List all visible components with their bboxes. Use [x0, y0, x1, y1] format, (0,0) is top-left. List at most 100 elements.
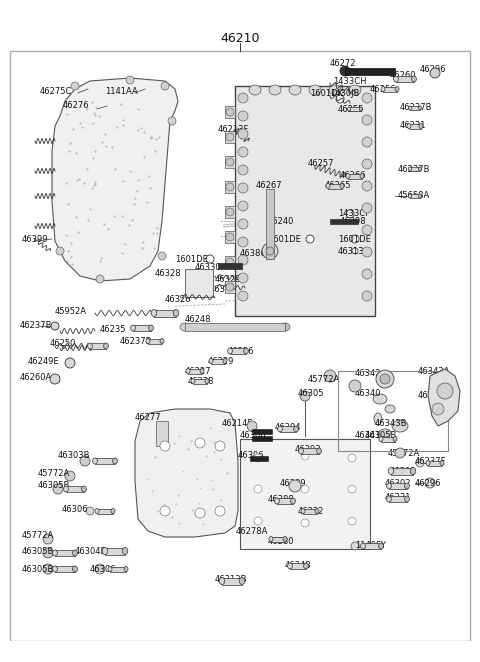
- Ellipse shape: [419, 167, 421, 171]
- Polygon shape: [135, 409, 238, 537]
- Text: 46257: 46257: [308, 160, 335, 169]
- Bar: [383, 87, 397, 91]
- Ellipse shape: [419, 124, 423, 128]
- Circle shape: [349, 380, 361, 392]
- Circle shape: [301, 519, 309, 527]
- Bar: [303, 508, 317, 514]
- Text: 46301: 46301: [390, 467, 417, 475]
- Text: 46222: 46222: [298, 506, 324, 516]
- Ellipse shape: [53, 566, 58, 572]
- Circle shape: [215, 441, 225, 451]
- Text: 1601DK: 1601DK: [310, 89, 343, 99]
- Ellipse shape: [209, 359, 213, 363]
- Text: 46229: 46229: [208, 357, 234, 365]
- Text: 46275C: 46275C: [40, 87, 72, 95]
- Circle shape: [300, 391, 310, 401]
- Ellipse shape: [102, 547, 108, 555]
- Circle shape: [158, 252, 166, 260]
- Circle shape: [262, 243, 278, 259]
- Circle shape: [346, 210, 354, 218]
- Bar: [193, 379, 207, 383]
- Text: 46312: 46312: [210, 285, 237, 293]
- Bar: [225, 156, 235, 168]
- Bar: [95, 458, 115, 464]
- Ellipse shape: [113, 458, 118, 464]
- Circle shape: [43, 534, 53, 544]
- Text: 46237B: 46237B: [20, 322, 52, 330]
- Circle shape: [238, 201, 248, 211]
- Circle shape: [56, 247, 64, 255]
- Ellipse shape: [243, 348, 249, 354]
- Bar: [97, 508, 113, 514]
- Ellipse shape: [405, 496, 409, 502]
- Circle shape: [43, 548, 53, 558]
- Ellipse shape: [379, 543, 384, 549]
- Text: 46227: 46227: [185, 367, 212, 375]
- Text: 46399: 46399: [22, 234, 48, 244]
- Bar: [188, 369, 202, 373]
- Text: 46306: 46306: [90, 565, 117, 573]
- Ellipse shape: [290, 498, 295, 504]
- Ellipse shape: [340, 66, 350, 76]
- Text: 46276: 46276: [63, 101, 90, 111]
- Ellipse shape: [349, 85, 361, 95]
- Bar: [185, 269, 213, 297]
- Bar: [409, 124, 421, 128]
- Circle shape: [226, 158, 234, 166]
- Text: 46296: 46296: [420, 64, 446, 73]
- Text: 46388: 46388: [268, 495, 295, 504]
- Text: 46326: 46326: [165, 295, 192, 303]
- Circle shape: [53, 484, 63, 494]
- Circle shape: [266, 247, 274, 255]
- Circle shape: [348, 485, 356, 493]
- Ellipse shape: [393, 436, 397, 442]
- Ellipse shape: [315, 508, 319, 514]
- Ellipse shape: [269, 85, 281, 95]
- Bar: [55, 566, 75, 572]
- Ellipse shape: [386, 496, 391, 502]
- Bar: [240, 439, 370, 549]
- Ellipse shape: [283, 536, 287, 542]
- Circle shape: [238, 237, 248, 247]
- Bar: [280, 426, 296, 432]
- Bar: [410, 106, 420, 110]
- Ellipse shape: [392, 420, 408, 432]
- Ellipse shape: [95, 508, 99, 514]
- Text: 45772A: 45772A: [308, 375, 340, 383]
- Circle shape: [348, 517, 356, 525]
- Text: 46313A: 46313A: [338, 246, 371, 256]
- Bar: [148, 338, 162, 344]
- Text: 46340: 46340: [355, 389, 382, 399]
- Bar: [428, 461, 442, 465]
- Ellipse shape: [317, 448, 322, 454]
- Circle shape: [254, 517, 262, 525]
- Text: 46356: 46356: [370, 85, 396, 93]
- Circle shape: [425, 478, 435, 488]
- Ellipse shape: [239, 577, 245, 585]
- Text: 46341: 46341: [355, 432, 382, 440]
- Circle shape: [362, 181, 372, 191]
- Text: 46237B: 46237B: [400, 103, 432, 111]
- Ellipse shape: [131, 325, 135, 331]
- Circle shape: [238, 129, 248, 139]
- Circle shape: [362, 291, 372, 301]
- Ellipse shape: [93, 458, 97, 464]
- Ellipse shape: [348, 107, 350, 111]
- Ellipse shape: [360, 543, 365, 549]
- Bar: [225, 256, 235, 268]
- Text: 46277: 46277: [135, 414, 162, 422]
- Text: 46342: 46342: [355, 369, 382, 379]
- Circle shape: [430, 68, 440, 78]
- Text: 46313B: 46313B: [215, 575, 248, 583]
- Circle shape: [254, 485, 262, 493]
- Ellipse shape: [410, 467, 416, 475]
- Bar: [225, 181, 235, 193]
- Circle shape: [362, 269, 372, 279]
- Ellipse shape: [87, 343, 92, 349]
- Ellipse shape: [280, 323, 290, 331]
- Bar: [235, 86, 375, 316]
- Bar: [211, 359, 225, 363]
- Circle shape: [301, 485, 309, 493]
- Ellipse shape: [405, 483, 409, 489]
- Circle shape: [80, 456, 90, 466]
